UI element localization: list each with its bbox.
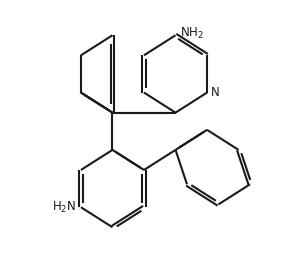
Text: N: N <box>211 86 219 99</box>
Text: NH$_2$: NH$_2$ <box>180 26 204 41</box>
Text: H$_2$N: H$_2$N <box>52 200 77 215</box>
